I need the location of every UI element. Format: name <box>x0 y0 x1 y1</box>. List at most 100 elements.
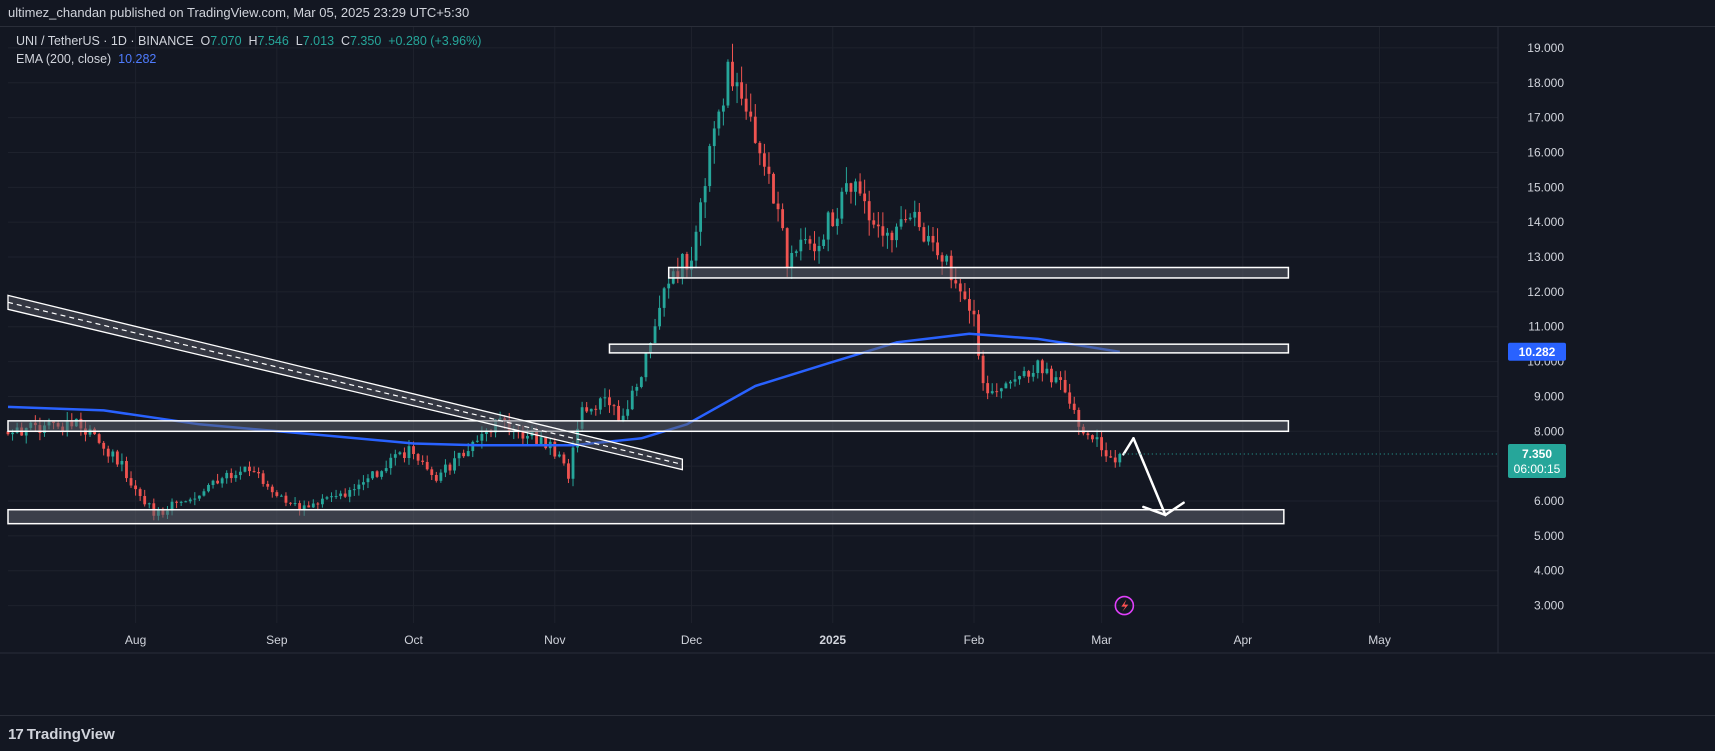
price-tick-label: 3.000 <box>1534 599 1564 613</box>
price-tick-label: 6.000 <box>1534 494 1564 508</box>
candle-body <box>462 452 466 457</box>
price-chart[interactable]: 3.0004.0005.0006.0008.0009.00010.00011.0… <box>0 27 1715 715</box>
candle-body <box>343 493 347 497</box>
candle-body <box>644 352 648 378</box>
candle-body <box>284 495 288 503</box>
candle-body <box>216 480 220 484</box>
candle-body <box>325 497 329 499</box>
chart-area[interactable]: 3.000 4.000 5.000 6.000 8.000 9.000 10.000 11.0… <box>0 27 1715 715</box>
time-tick-label: Apr <box>1233 633 1252 647</box>
candle-body <box>125 460 128 479</box>
candle-body <box>940 255 944 262</box>
candle-body <box>97 434 101 443</box>
candle-body <box>248 466 251 472</box>
candle-body <box>348 490 352 497</box>
candle-body <box>680 253 684 279</box>
support-resistance-zone[interactable] <box>7 508 1285 525</box>
candle-body <box>808 239 812 244</box>
price-tick-label: 14.000 <box>1527 215 1564 229</box>
candle-body <box>986 383 990 394</box>
candle-body <box>908 217 912 220</box>
open-label: O <box>200 34 211 48</box>
support-resistance-zone[interactable] <box>667 266 1290 279</box>
candle-body <box>1054 377 1058 383</box>
support-resistance-zone[interactable] <box>608 343 1290 354</box>
candle-body <box>658 307 662 327</box>
candle-body <box>1086 433 1090 436</box>
candle-body <box>407 446 411 459</box>
price-tick-label: 13.000 <box>1527 250 1564 264</box>
price-tick-label: 4.000 <box>1534 564 1564 578</box>
ema-value: 10.282 <box>118 52 157 66</box>
candle-body <box>115 451 119 465</box>
time-tick-label: Mar <box>1091 633 1112 647</box>
candle-body <box>1091 435 1094 440</box>
candle-body <box>990 391 994 394</box>
time-tick-label: Oct <box>404 633 423 647</box>
candle-body <box>831 212 835 227</box>
candle-body <box>380 471 384 477</box>
candle-body <box>854 181 857 192</box>
candle-body <box>307 505 311 508</box>
candle-body <box>708 146 712 187</box>
candle-body <box>352 489 356 491</box>
drawings <box>7 266 1290 616</box>
candle-body <box>1027 371 1031 377</box>
candle-body <box>922 227 926 242</box>
time-tick-label: Sep <box>266 633 288 647</box>
candle-body <box>1113 457 1117 463</box>
candle-body <box>147 503 151 505</box>
time-tick-label: Dec <box>681 633 702 647</box>
candle-body <box>762 153 766 167</box>
lightning-icon[interactable] <box>1114 595 1135 616</box>
time-tick-label: May <box>1368 633 1391 647</box>
candle-body <box>917 211 921 228</box>
projection-arrow-shaft[interactable] <box>1132 437 1167 517</box>
candle-body <box>11 432 14 435</box>
candle-body <box>111 451 115 457</box>
candle-body <box>589 408 593 412</box>
candle-body <box>927 235 930 242</box>
descending-channel[interactable] <box>7 294 684 471</box>
current-price-tag <box>1508 443 1566 478</box>
ema-label: EMA (200, close) <box>16 52 112 66</box>
candle-body <box>220 478 224 484</box>
candle-body <box>630 390 634 410</box>
candle-body <box>106 448 110 457</box>
candle-body <box>521 432 525 439</box>
candle-body <box>776 203 780 210</box>
candle-body <box>580 407 584 429</box>
candle-body <box>553 441 557 457</box>
candle-body <box>876 224 880 227</box>
close-label: C <box>340 34 350 48</box>
tradingview-logo[interactable]: 17 TradingView <box>8 724 115 744</box>
candle-body <box>872 220 876 225</box>
candle-body <box>726 61 730 106</box>
symbol-legend[interactable]: UNI / TetherUS · 1D · BINANCE O7.070 H7.… <box>16 34 481 48</box>
candle-body <box>699 202 703 232</box>
candle-body <box>826 212 830 240</box>
candle-body <box>735 82 739 87</box>
candle-body <box>867 201 871 221</box>
ema-legend[interactable]: EMA (200, close) 10.282 <box>16 52 156 66</box>
price-tick-label: 15.000 <box>1527 180 1564 194</box>
candle-body <box>102 442 106 449</box>
candle-body <box>822 239 826 246</box>
time-tick-label: Nov <box>544 633 565 647</box>
candle-body <box>330 496 333 498</box>
candle-body <box>662 288 666 308</box>
candle-body <box>179 501 183 503</box>
support-resistance-zone[interactable] <box>7 420 1290 433</box>
candle-body <box>466 451 470 457</box>
candle-body <box>817 245 821 252</box>
chart-background <box>0 27 1715 715</box>
candle-body <box>835 218 839 227</box>
candle-body <box>995 391 999 393</box>
candle-body <box>858 181 862 194</box>
candle-body <box>457 452 461 459</box>
projection-arrow-lead <box>1122 437 1135 456</box>
countdown-text: 06:00:15 <box>1514 462 1561 476</box>
footer-bar: 17 TradingView <box>0 715 1715 751</box>
candle-body <box>243 466 247 472</box>
candle-body <box>544 437 548 449</box>
